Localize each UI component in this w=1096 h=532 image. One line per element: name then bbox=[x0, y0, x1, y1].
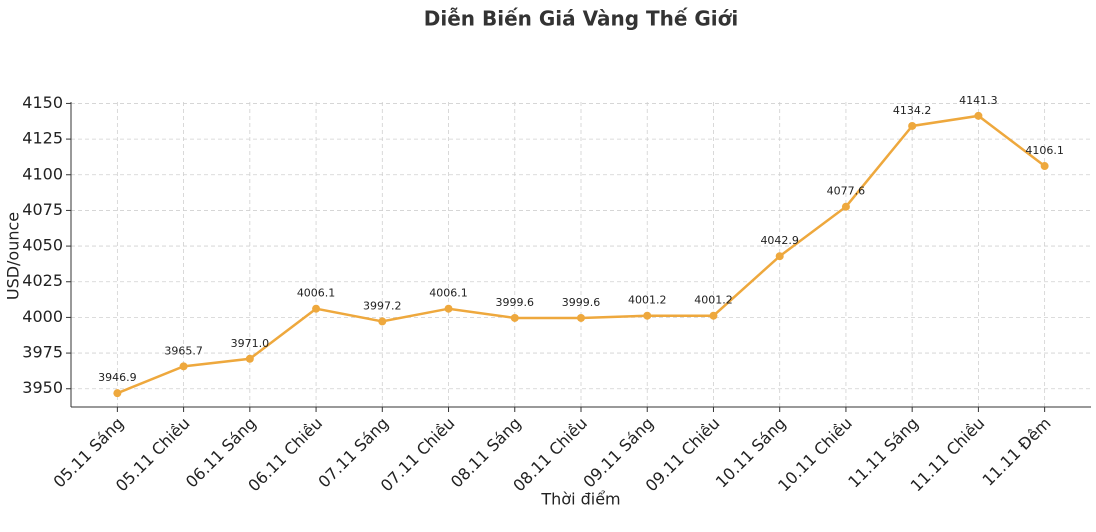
data-label: 4001.2 bbox=[694, 294, 733, 307]
point bbox=[180, 362, 188, 370]
data-label: 3965.7 bbox=[164, 344, 203, 357]
data-label: 3997.2 bbox=[363, 299, 402, 312]
point bbox=[908, 122, 916, 130]
data-label: 3999.6 bbox=[562, 296, 601, 309]
point bbox=[246, 355, 254, 363]
point bbox=[776, 252, 784, 260]
data-label: 4134.2 bbox=[893, 104, 932, 117]
y-tick-label: 4150 bbox=[22, 93, 63, 112]
data-label: 4001.2 bbox=[628, 294, 667, 307]
y-tick-label: 4125 bbox=[22, 129, 63, 148]
chart-title: Diễn Biến Giá Vàng Thế Giới bbox=[424, 7, 739, 31]
data-label: 3999.6 bbox=[496, 296, 535, 309]
point bbox=[643, 312, 651, 320]
point bbox=[1041, 162, 1049, 170]
point bbox=[312, 305, 320, 313]
data-label: 4077.6 bbox=[827, 185, 866, 198]
y-tick-label: 4075 bbox=[22, 200, 63, 219]
point bbox=[113, 389, 121, 397]
data-label: 4106.1 bbox=[1025, 144, 1064, 157]
y-tick-label: 4000 bbox=[22, 307, 63, 326]
data-label: 4042.9 bbox=[760, 234, 799, 247]
line bbox=[117, 116, 1044, 393]
point bbox=[511, 314, 519, 322]
data-label: 3971.0 bbox=[231, 337, 270, 350]
point bbox=[577, 314, 585, 322]
data-label: 4141.3 bbox=[959, 94, 998, 107]
y-tick-label: 3975 bbox=[22, 343, 63, 362]
point bbox=[709, 312, 717, 320]
y-tick-label: 4100 bbox=[22, 164, 63, 183]
data-label: 4006.1 bbox=[429, 287, 468, 300]
y-tick-label: 4050 bbox=[22, 236, 63, 255]
y-tick-label: 4025 bbox=[22, 271, 63, 290]
data-label: 3946.9 bbox=[98, 371, 137, 384]
point bbox=[842, 203, 850, 211]
x-tick-label: 11.11 Đêm bbox=[978, 414, 1054, 490]
point bbox=[445, 305, 453, 313]
point bbox=[378, 317, 386, 325]
data-label: 4006.1 bbox=[297, 287, 336, 300]
point bbox=[974, 112, 982, 120]
y-axis-label: USD/ounce bbox=[4, 212, 23, 300]
y-tick-label: 3950 bbox=[22, 378, 63, 397]
x-axis-label: Thời điểm bbox=[540, 490, 620, 509]
